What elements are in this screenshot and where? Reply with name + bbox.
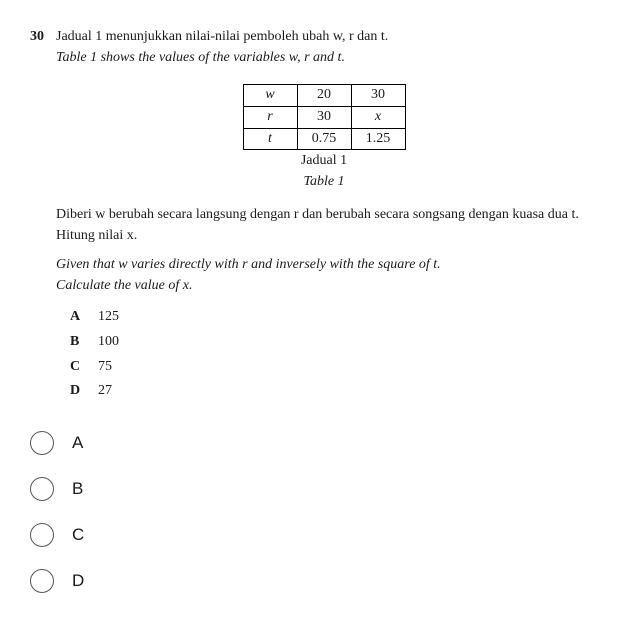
answer-item: C 75: [70, 358, 592, 377]
prompt-en: Table 1 shows the values of the variable…: [56, 49, 592, 68]
prompt-ms: Jadual 1 menunjukkan nilai-nilai pembole…: [56, 28, 592, 47]
choice-label: B: [72, 478, 83, 501]
answer-list: A 125 B 100 C 75 D 27: [70, 308, 592, 402]
answer-label: D: [70, 382, 98, 401]
row-label: r: [243, 106, 297, 128]
radio-icon: [30, 569, 54, 593]
body-ms-1: Diberi w berubah secara langsung dengan …: [56, 206, 592, 225]
choice-list: A B C D: [30, 431, 622, 593]
choice-c[interactable]: C: [30, 523, 622, 547]
table-row: r 30 x: [243, 106, 405, 128]
data-table-region: w 20 30 r 30 x t 0.75 1.25 Jadua: [56, 84, 592, 192]
table-caption-ms: Jadual 1: [243, 152, 406, 171]
answer-value: 125: [98, 308, 119, 327]
table-cell: 30: [351, 84, 405, 106]
answer-value: 27: [98, 382, 112, 401]
table-row: w 20 30: [243, 84, 405, 106]
table-cell: 30: [297, 106, 351, 128]
question-number: 30: [0, 28, 56, 407]
body-en-1: Given that w varies directly with r and …: [56, 256, 592, 275]
choice-d[interactable]: D: [30, 569, 622, 593]
row-label: w: [243, 84, 297, 106]
data-table: w 20 30 r 30 x t 0.75 1.25: [243, 84, 406, 151]
table-cell: 0.75: [297, 128, 351, 150]
answer-label: A: [70, 308, 98, 327]
choice-a[interactable]: A: [30, 431, 622, 455]
answer-label: C: [70, 358, 98, 377]
table-caption-en: Table 1: [243, 173, 406, 192]
answer-item: D 27: [70, 382, 592, 401]
table-cell: x: [351, 106, 405, 128]
body-en-2: Calculate the value of x.: [56, 277, 592, 296]
answer-value: 75: [98, 358, 112, 377]
answer-value: 100: [98, 333, 119, 352]
question-body: Jadual 1 menunjukkan nilai-nilai pembole…: [56, 28, 622, 407]
table-row: t 0.75 1.25: [243, 128, 405, 150]
choice-label: D: [72, 570, 84, 593]
answer-label: B: [70, 333, 98, 352]
question: 30 Jadual 1 menunjukkan nilai-nilai pemb…: [0, 28, 622, 407]
choice-label: A: [72, 432, 83, 455]
table-cell: 20: [297, 84, 351, 106]
answer-item: B 100: [70, 333, 592, 352]
radio-icon: [30, 477, 54, 501]
choice-label: C: [72, 524, 84, 547]
choice-b[interactable]: B: [30, 477, 622, 501]
radio-icon: [30, 431, 54, 455]
table-cell: 1.25: [351, 128, 405, 150]
body-ms-2: Hitung nilai x.: [56, 227, 592, 246]
radio-icon: [30, 523, 54, 547]
answer-item: A 125: [70, 308, 592, 327]
row-label: t: [243, 128, 297, 150]
